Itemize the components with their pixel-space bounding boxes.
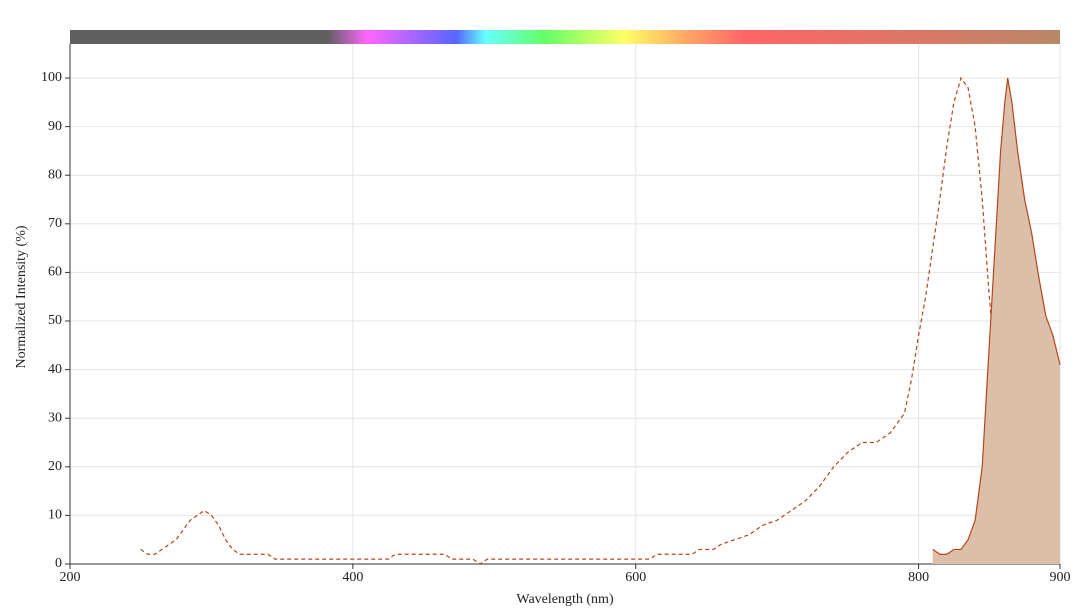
y-tick-label: 40 [48, 362, 62, 377]
x-tick-label: 800 [908, 570, 929, 585]
y-tick-label: 70 [48, 216, 62, 231]
x-tick-label: 900 [1050, 570, 1071, 585]
area-fill [932, 78, 1060, 565]
y-tick-label: 100 [41, 70, 62, 85]
y-axis-label: Normalized Intensity (%) [14, 225, 29, 368]
series-line [932, 77, 1061, 555]
x-tick-label: 200 [60, 570, 81, 585]
y-tick-label: 60 [48, 265, 62, 280]
y-tick-label: 80 [48, 167, 62, 182]
y-tick-label: 20 [48, 459, 62, 474]
x-tick-label: 600 [625, 570, 646, 585]
y-tick-label: 90 [48, 119, 62, 134]
spectrum-bar [70, 30, 1060, 44]
x-tick-label: 400 [342, 570, 363, 585]
y-tick-label: 30 [48, 410, 62, 425]
x-axis-label: Wavelength (nm) [516, 592, 614, 607]
y-tick-label: 10 [48, 508, 62, 523]
y-tick-label: 50 [48, 313, 62, 328]
y-tick-label: 0 [55, 556, 62, 571]
